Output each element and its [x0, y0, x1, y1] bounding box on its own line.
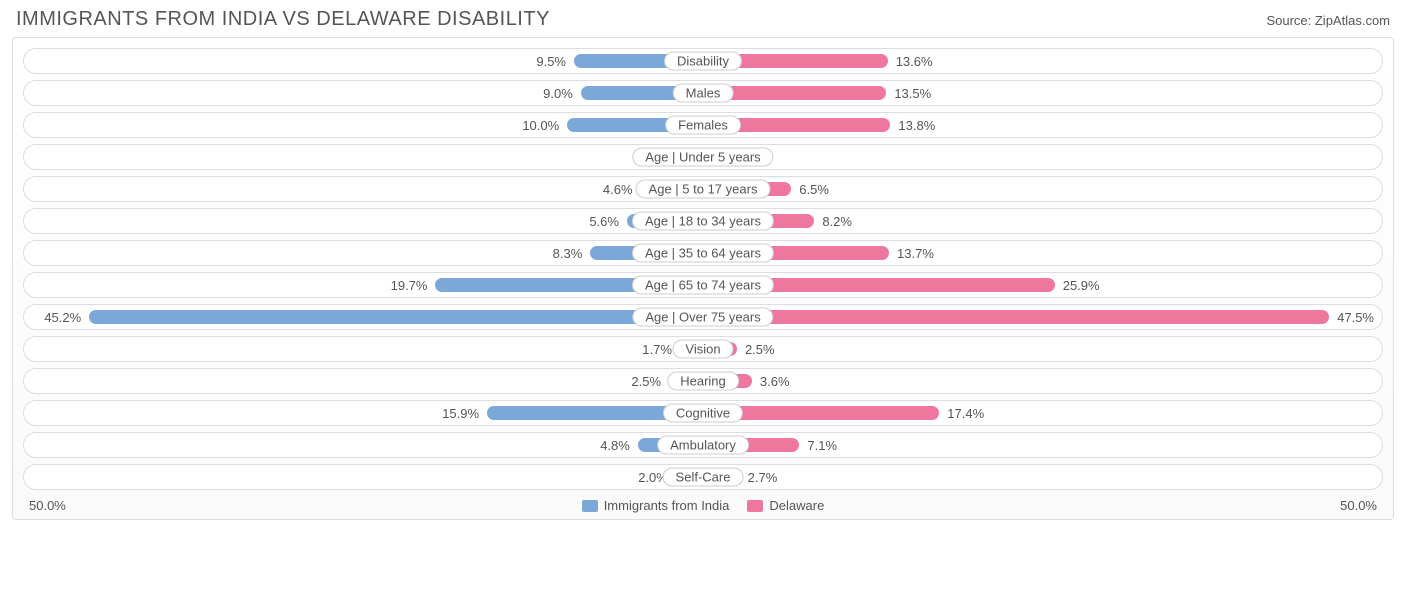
chart-row: 5.6% 8.2% Age | 18 to 34 years — [23, 208, 1383, 234]
row-right-value: 25.9% — [1055, 278, 1108, 293]
row-right-half: 2.5% — [703, 337, 1382, 361]
chart-row: 9.5% 13.6% Disability — [23, 48, 1383, 74]
chart-row: 1.7% 2.5% Vision — [23, 336, 1383, 362]
row-left-half: 15.9% — [24, 401, 703, 425]
chart-row: 8.3% 13.7% Age | 35 to 64 years — [23, 240, 1383, 266]
row-left-value: 10.0% — [514, 118, 567, 133]
row-left-half: 5.6% — [24, 209, 703, 233]
chart-plot-area: 9.5% 13.6% Disability 9.0% 13.5% Males 10.0% 13… — [12, 37, 1394, 520]
legend-label-right: Delaware — [769, 498, 824, 513]
legend-swatch-left — [582, 500, 598, 512]
row-right-half: 25.9% — [703, 273, 1382, 297]
row-right-half: 13.7% — [703, 241, 1382, 265]
row-right-value: 6.5% — [791, 182, 837, 197]
chart-row: 45.2% 47.5% Age | Over 75 years — [23, 304, 1383, 330]
row-right-value: 3.6% — [752, 374, 798, 389]
chart-header: IMMIGRANTS FROM INDIA VS DELAWARE DISABI… — [12, 8, 1394, 37]
chart-row: 2.5% 3.6% Hearing — [23, 368, 1383, 394]
legend-swatch-right — [747, 500, 763, 512]
chart-legend: Immigrants from India Delaware — [582, 498, 825, 513]
row-left-value: 15.9% — [434, 406, 487, 421]
row-right-value: 2.5% — [737, 342, 783, 357]
row-left-half: 2.5% — [24, 369, 703, 393]
row-left-half: 2.0% — [24, 465, 703, 489]
row-category-label: Age | Under 5 years — [632, 148, 773, 167]
chart-row: 19.7% 25.9% Age | 65 to 74 years — [23, 272, 1383, 298]
row-right-half: 8.2% — [703, 209, 1382, 233]
row-right-half: 2.7% — [703, 465, 1382, 489]
row-left-value: 9.0% — [535, 86, 581, 101]
chart-container: IMMIGRANTS FROM INDIA VS DELAWARE DISABI… — [0, 0, 1406, 532]
row-left-bar — [89, 310, 703, 324]
row-left-half: 8.3% — [24, 241, 703, 265]
row-category-label: Ambulatory — [657, 436, 749, 455]
row-right-half: 13.6% — [703, 49, 1382, 73]
row-left-value: 4.6% — [595, 182, 641, 197]
row-right-value: 13.5% — [886, 86, 939, 101]
row-right-value: 7.1% — [799, 438, 845, 453]
chart-axis-row: 50.0% Immigrants from India Delaware 50.… — [23, 496, 1383, 513]
row-right-half: 47.5% — [703, 305, 1382, 329]
row-right-value: 13.6% — [888, 54, 941, 69]
row-left-half: 1.0% — [24, 145, 703, 169]
row-left-value: 19.7% — [383, 278, 436, 293]
row-left-value: 8.3% — [545, 246, 591, 261]
legend-label-left: Immigrants from India — [604, 498, 730, 513]
row-right-half: 7.1% — [703, 433, 1382, 457]
chart-rows: 9.5% 13.6% Disability 9.0% 13.5% Males 10.0% 13… — [23, 48, 1383, 490]
row-right-half: 6.5% — [703, 177, 1382, 201]
chart-row: 1.0%1.5%Age | Under 5 years — [23, 144, 1383, 170]
chart-title: IMMIGRANTS FROM INDIA VS DELAWARE DISABI… — [16, 8, 550, 31]
chart-source: Source: ZipAtlas.com — [1266, 13, 1390, 28]
legend-item-left: Immigrants from India — [582, 498, 730, 513]
chart-row: 4.6% 6.5% Age | 5 to 17 years — [23, 176, 1383, 202]
chart-row: 9.0% 13.5% Males — [23, 80, 1383, 106]
row-right-value: 47.5% — [1329, 310, 1382, 325]
chart-row: 2.0% 2.7%Self-Care — [23, 464, 1383, 490]
row-category-label: Cognitive — [663, 404, 743, 423]
row-left-value: 9.5% — [528, 54, 574, 69]
row-category-label: Females — [665, 116, 741, 135]
row-right-half: 13.5% — [703, 81, 1382, 105]
row-left-half: 19.7% — [24, 273, 703, 297]
row-left-half: 9.0% — [24, 81, 703, 105]
row-left-value: 4.8% — [592, 438, 638, 453]
row-category-label: Age | 65 to 74 years — [632, 276, 774, 295]
row-category-label: Age | 35 to 64 years — [632, 244, 774, 263]
row-category-label: Self-Care — [663, 468, 744, 487]
row-left-value: 45.2% — [36, 310, 89, 325]
row-left-half: 45.2% — [24, 305, 703, 329]
row-left-value: 5.6% — [581, 214, 627, 229]
row-category-label: Age | 5 to 17 years — [636, 180, 771, 199]
row-right-value: 2.7% — [740, 470, 786, 485]
axis-right-max: 50.0% — [1340, 498, 1377, 513]
row-category-label: Males — [673, 84, 734, 103]
row-category-label: Disability — [664, 52, 742, 71]
row-left-half: 9.5% — [24, 49, 703, 73]
row-left-value: 2.5% — [623, 374, 669, 389]
row-right-value: 8.2% — [814, 214, 860, 229]
row-right-value: 13.8% — [890, 118, 943, 133]
row-left-half: 4.6% — [24, 177, 703, 201]
chart-row: 10.0% 13.8% Females — [23, 112, 1383, 138]
row-right-half: 17.4% — [703, 401, 1382, 425]
row-category-label: Vision — [672, 340, 733, 359]
row-category-label: Hearing — [667, 372, 739, 391]
row-left-half: 10.0% — [24, 113, 703, 137]
legend-item-right: Delaware — [747, 498, 824, 513]
axis-left-max: 50.0% — [29, 498, 66, 513]
row-category-label: Age | 18 to 34 years — [632, 212, 774, 231]
chart-row: 4.8% 7.1% Ambulatory — [23, 432, 1383, 458]
row-right-half: 1.5% — [703, 145, 1382, 169]
row-right-value: 13.7% — [889, 246, 942, 261]
row-right-bar — [703, 310, 1329, 324]
row-left-half: 4.8% — [24, 433, 703, 457]
row-right-value: 17.4% — [939, 406, 992, 421]
chart-row: 15.9% 17.4% Cognitive — [23, 400, 1383, 426]
row-left-half: 1.7% — [24, 337, 703, 361]
row-right-half: 13.8% — [703, 113, 1382, 137]
row-right-half: 3.6% — [703, 369, 1382, 393]
row-category-label: Age | Over 75 years — [632, 308, 773, 327]
